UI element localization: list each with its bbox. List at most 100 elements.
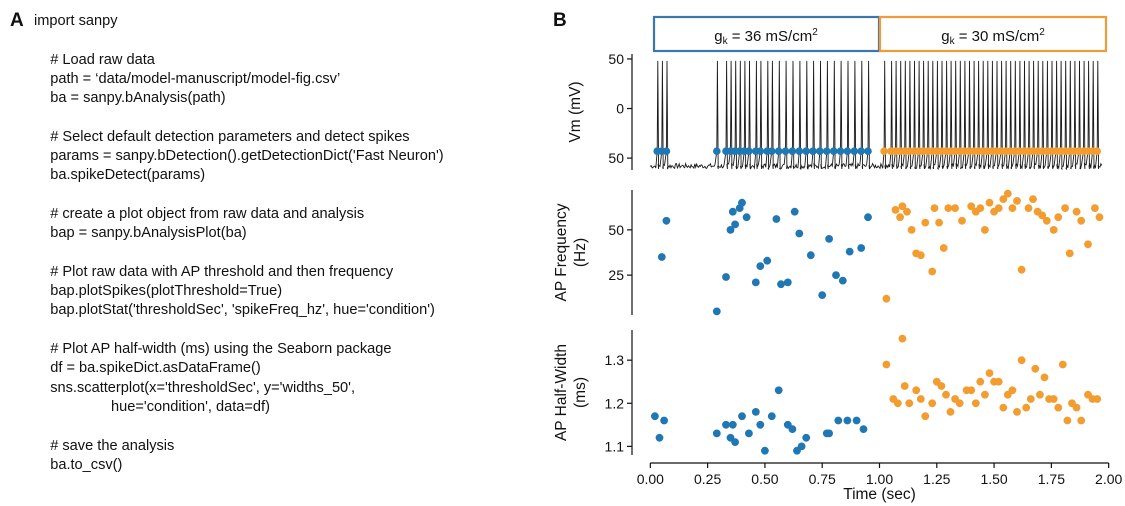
data-point: [712, 429, 721, 438]
code-line: # Load raw data: [34, 51, 155, 68]
data-point: [1093, 395, 1102, 403]
y-axis-label: AP Half-Width: [553, 344, 570, 441]
x-tick-label: 2.00: [1095, 471, 1122, 487]
data-point: [845, 247, 854, 256]
data-point: [1072, 403, 1081, 412]
threshold-marker: [843, 147, 852, 155]
data-point: [994, 377, 1003, 386]
data-point: [937, 382, 946, 390]
data-point: [1072, 207, 1081, 216]
data-point: [900, 382, 909, 390]
data-point: [976, 204, 985, 213]
code-line: bap.plotSpikes(plotThreshold=True): [34, 283, 283, 300]
x-tick-label: 1.50: [980, 471, 1007, 487]
data-point: [985, 369, 994, 377]
data-point: [825, 235, 833, 243]
data-point: [802, 433, 811, 442]
code-listing: import sanpy # Load raw data path = ‘dat…: [34, 12, 444, 475]
y-tick-label: 50: [608, 222, 624, 238]
code-line: path = ‘data/model-manuscript/model-fig.…: [34, 70, 341, 87]
data-point: [903, 207, 911, 216]
code-line: import sanpy: [34, 13, 118, 29]
threshold-marker: [662, 147, 671, 155]
data-point: [838, 276, 847, 285]
code-line: ba.to_csv(): [34, 456, 123, 473]
data-point: [1008, 204, 1017, 213]
threshold-marker: [850, 147, 859, 155]
x-tick-label: 1.00: [866, 471, 893, 487]
data-point: [999, 195, 1008, 204]
code-line: # Plot AP half-width (ms) using the Seab…: [34, 341, 392, 358]
data-point: [893, 399, 902, 408]
threshold-marker: [823, 147, 831, 155]
data-point: [999, 403, 1008, 412]
data-point: [1036, 390, 1044, 399]
data-point: [859, 425, 868, 433]
data-point: [1038, 211, 1047, 220]
data-point: [1049, 395, 1058, 403]
data-point: [1013, 408, 1021, 416]
data-point: [864, 213, 872, 222]
x-tick-label: 0.25: [694, 471, 721, 487]
data-point: [898, 334, 907, 343]
code-line: # create a plot object from raw data and…: [34, 205, 365, 222]
data-point: [1042, 216, 1051, 225]
data-point: [916, 251, 925, 260]
data-point: [728, 207, 737, 216]
threshold-marker: [768, 147, 776, 155]
condition-label-30: gk = 30 mS/cm2: [941, 27, 1045, 47]
data-point: [726, 226, 735, 234]
data-point: [1058, 360, 1067, 369]
data-point: [712, 307, 721, 316]
x-tick-label: 0.50: [751, 471, 778, 487]
data-point: [896, 213, 904, 222]
data-point: [981, 390, 989, 399]
data-point: [1054, 213, 1063, 222]
data-point: [843, 416, 852, 425]
data-point: [1008, 386, 1017, 395]
threshold-marker: [795, 147, 804, 155]
data-point: [967, 202, 976, 211]
data-point: [946, 408, 955, 416]
data-point: [1022, 403, 1031, 412]
data-point: [1063, 416, 1072, 425]
panel-a-letter: A: [10, 10, 24, 31]
code-line: ba = sanpy.bAnalysis(path): [34, 90, 226, 107]
data-point: [916, 395, 925, 403]
y-axis-label: (ms): [572, 377, 589, 408]
data-point: [1026, 395, 1035, 403]
data-point: [1017, 265, 1026, 274]
data-point: [921, 412, 930, 421]
data-point: [832, 271, 840, 279]
data-point: [1029, 195, 1037, 204]
code-line: params = sanpy.bDetection().getDetection…: [34, 148, 444, 165]
data-point: [905, 399, 914, 408]
data-point: [751, 278, 760, 287]
threshold-marker: [1093, 147, 1101, 155]
data-point: [660, 416, 668, 425]
condition-legend: gk = 36 mS/cm2 gk = 30 mS/cm2: [652, 15, 1108, 53]
data-point: [777, 280, 785, 289]
data-point: [981, 226, 989, 234]
threshold-marker: [745, 147, 753, 155]
code-line: sns.scatterplot(x='thresholdSec', y='wid…: [34, 379, 356, 396]
data-point: [1031, 364, 1040, 373]
data-point: [1049, 226, 1058, 234]
code-line: df = ba.spikeDict.asDataFrame(): [34, 360, 261, 377]
data-point: [985, 198, 994, 207]
data-point: [662, 216, 671, 225]
data-point: [976, 377, 985, 386]
x-tick-label: 0.00: [637, 471, 664, 487]
data-point: [1054, 403, 1063, 412]
data-point: [1095, 213, 1104, 222]
voltage-trace-plot: 50 0 50 Vm (mV): [567, 51, 1103, 171]
data-point: [722, 273, 730, 281]
panel-b-letter: B: [553, 10, 567, 31]
threshold-marker: [836, 147, 845, 155]
data-point: [1040, 373, 1049, 382]
data-point: [951, 204, 959, 213]
data-point: [1017, 356, 1026, 365]
code-line: bap.plotStat('thresholdSec', 'spikeFreq_…: [34, 302, 435, 319]
y-tick-label: 1.2: [605, 395, 625, 411]
